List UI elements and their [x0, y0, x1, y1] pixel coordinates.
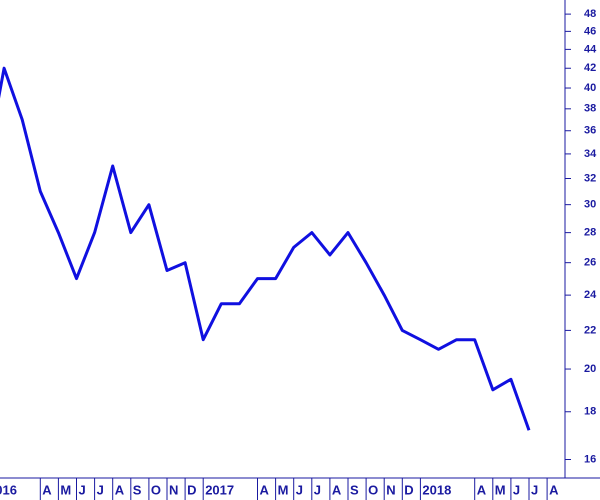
x-tick-label: D: [187, 482, 196, 497]
y-tick-label: 20: [584, 363, 596, 375]
x-tick-label: J: [79, 482, 86, 497]
y-tick-label: 44: [584, 43, 597, 55]
y-tick-label: 32: [584, 172, 596, 184]
x-tick-label: J: [296, 482, 303, 497]
x-tick-label: A: [332, 482, 342, 497]
y-tick-label: 22: [584, 324, 596, 336]
x-tick-label: O: [368, 482, 378, 497]
x-tick-label: 2018: [422, 482, 451, 497]
x-tick-label: M: [278, 482, 289, 497]
y-tick-label: 30: [584, 199, 596, 211]
x-tick-label: J: [531, 482, 538, 497]
price-line: [0, 66, 531, 431]
x-tick-label: 2017: [205, 482, 234, 497]
x-tick-label: J: [314, 482, 321, 497]
x-tick-label: S: [350, 482, 359, 497]
x-tick-label: O: [151, 482, 161, 497]
x-tick-label: J: [513, 482, 520, 497]
y-tick-label: 46: [584, 25, 596, 37]
x-tick-label: 2016: [0, 482, 17, 497]
x-tick-label: M: [495, 482, 506, 497]
y-tick-label: 24: [584, 289, 597, 301]
y-tick-label: 40: [584, 82, 596, 94]
y-tick-label: 48: [584, 8, 596, 20]
x-tick-label: A: [477, 482, 487, 497]
x-tick-label: S: [133, 482, 142, 497]
x-tick-label: N: [169, 482, 178, 497]
y-tick-label: 36: [584, 125, 596, 137]
x-tick-label: A: [42, 482, 52, 497]
y-tick-label: 42: [584, 62, 596, 74]
y-tick-label: 34: [584, 148, 597, 160]
y-tick-label: 16: [584, 453, 596, 465]
x-tick-label: M: [60, 482, 71, 497]
x-tick-label: J: [97, 482, 104, 497]
y-tick-label: 28: [584, 227, 596, 239]
y-tick-label: 18: [584, 406, 596, 418]
y-tick-label: 38: [584, 103, 596, 115]
x-tick-label: A: [549, 482, 559, 497]
y-tick-label: 26: [584, 257, 596, 269]
x-tick-label: A: [115, 482, 125, 497]
x-tick-label: N: [386, 482, 395, 497]
x-tick-label: D: [404, 482, 413, 497]
x-tick-label: A: [260, 482, 270, 497]
